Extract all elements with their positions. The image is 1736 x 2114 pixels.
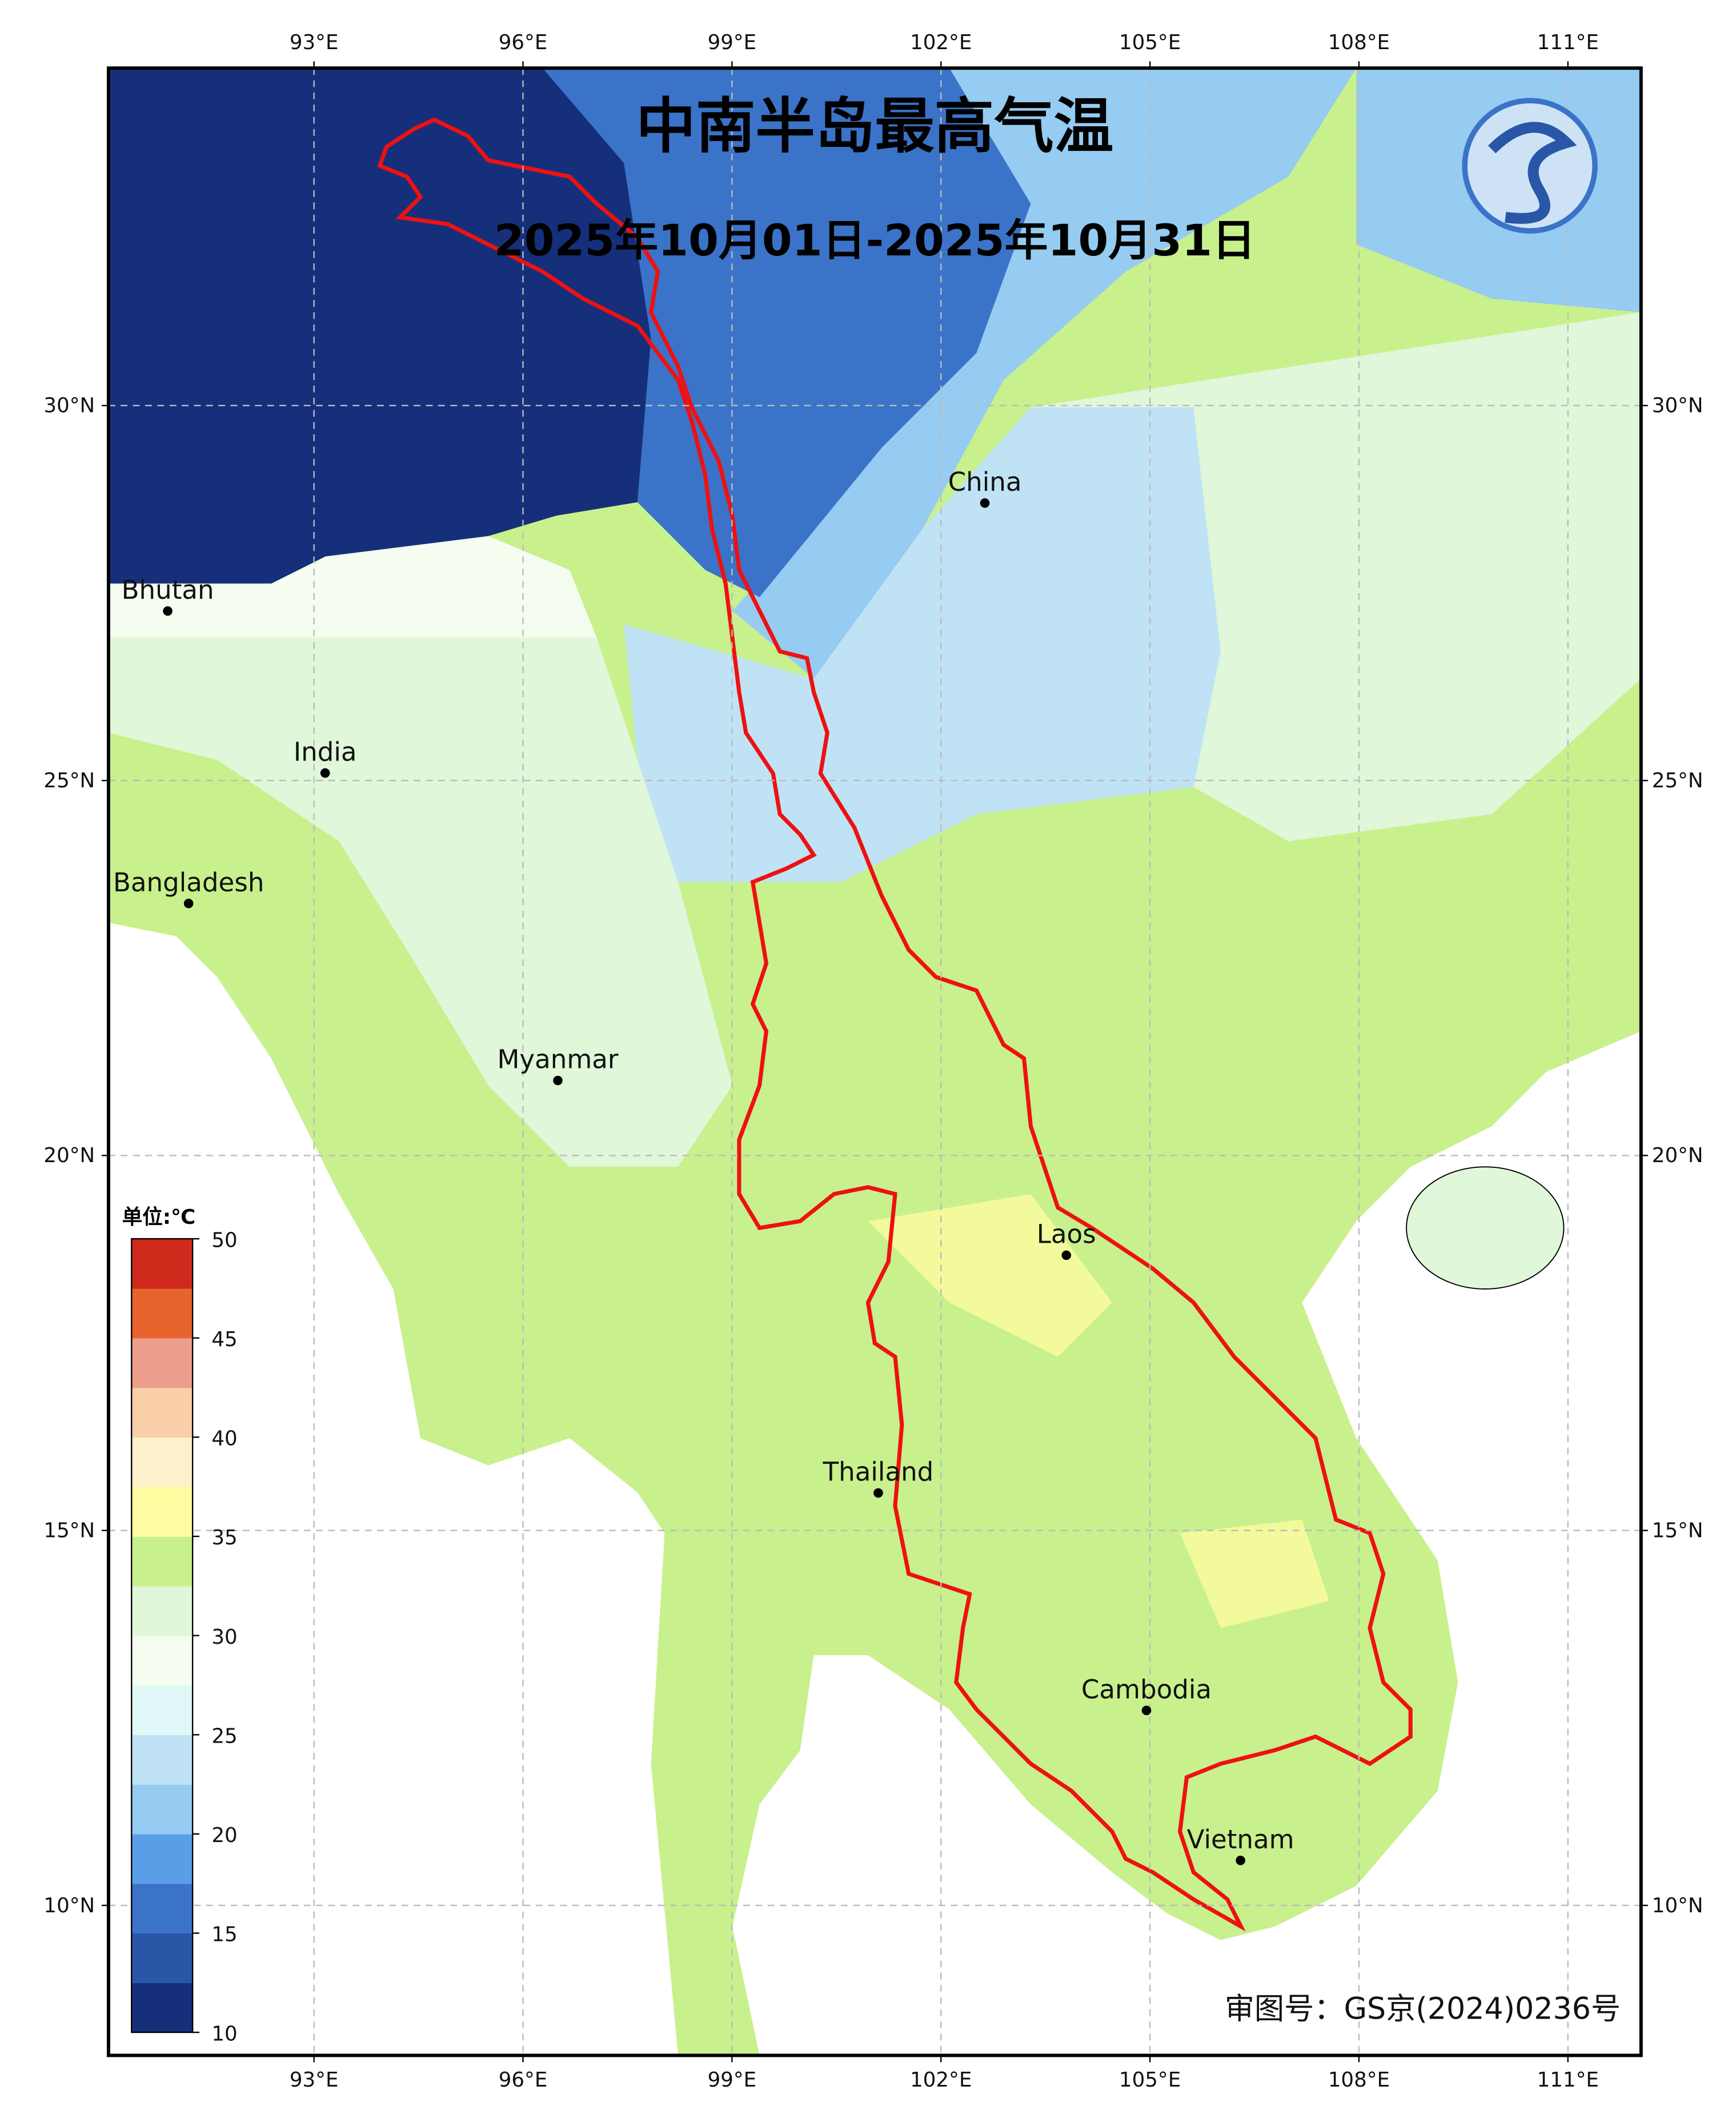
lat-tick-label: 15°N [43,1519,95,1543]
colorbar-segment [131,1536,193,1587]
colorbar-segment [131,1437,193,1487]
lat-tick-label: 15°N [1652,1519,1703,1543]
place-dot [873,1488,883,1498]
temp-zone [1180,1519,1329,1628]
colorbar-segment [131,1586,193,1636]
place-dot [553,1075,563,1086]
temp-zone [108,68,651,584]
place-dot [320,768,330,778]
lon-tick-label: 108°E [1328,2068,1390,2092]
temp-zone [868,1194,1112,1357]
colorbar-tick-label: 20 [211,1824,237,1847]
lat-tick-label: 10°N [1652,1894,1703,1917]
temp-zone [624,407,1221,882]
colorbar: 单位:℃ 10 15 20 25 30 35 40 45 50 [122,1206,238,2045]
grid [108,68,1641,2056]
temp-zone [108,638,733,1167]
colorbar-segment [131,1338,193,1388]
colorbar-segment [131,1833,193,1884]
colorbar-segment [131,1288,193,1339]
colorbar-tick-label: 25 [211,1724,237,1748]
lon-tick-label: 96°E [499,31,548,54]
colorbar-segment [131,1685,193,1735]
logo [1462,98,1598,234]
temp-zone [108,536,597,638]
temp-zone [732,68,1357,679]
colorbar-segment [131,1487,193,1537]
colorbar-segment [131,1983,193,2033]
colorbar-segment [131,1784,193,1835]
lon-tick-label: 93°E [290,31,339,54]
colorbar-tick-label: 30 [211,1625,237,1649]
temp-zone [542,68,1031,598]
lon-tick-label: 96°E [499,2068,548,2092]
place-label: Vietnam [1187,1824,1294,1855]
lat-tick-label: 20°N [1652,1144,1703,1167]
place-label: Thailand [823,1457,934,1487]
lon-tick-label: 102°E [910,2068,972,2092]
map-subtitle: 2025年10月01日-2025年10月31日 [494,215,1256,266]
lon-tick-label: 108°E [1328,31,1390,54]
colorbar-segment [131,1635,193,1686]
place-dot [980,498,990,508]
place-dot [183,899,194,908]
lon-tick-label: 105°E [1119,2068,1181,2092]
map-title: 中南半岛最高气温 [636,91,1114,161]
colorbar-segment [131,1387,193,1438]
map-area: China Bhutan India Bangladesh Myanmar Laos Tha… [108,68,1641,2056]
lat-tick-label: 25°N [43,769,95,792]
colorbar-tick-label: 50 [211,1228,237,1252]
lat-tick-label: 10°N [43,1894,95,1917]
lon-tick-label: 111°E [1537,31,1599,54]
map-frame [106,66,1643,2057]
lon-tick-label: 111°E [1537,2068,1599,2092]
place-dot [1061,1250,1072,1260]
lat-tick-label: 25°N [1652,769,1703,792]
colorbar-tick-label: 10 [211,2022,237,2045]
lon-tick-label: 93°E [290,2068,339,2092]
place-label: Cambodia [1081,1674,1212,1704]
lat-tick-label: 30°N [1652,394,1703,418]
colorbar-unit: 单位:℃ [122,1206,196,1229]
colorbar-segment [131,1735,193,1785]
place-label: Bangladesh [113,867,264,898]
place-label: Laos [1037,1219,1096,1250]
colorbar-segment [131,1883,193,1934]
axis-ticks: 93°E 93°E 96°E 96°E 99°E 99°E 102°E 102°E 105°E 1… [43,31,1703,2092]
colorbar-tick-label: 40 [211,1427,237,1451]
place-dot [1236,1855,1245,1865]
place-label: Bhutan [122,575,214,605]
colorbar-tick-label: 35 [211,1526,237,1550]
lon-tick-label: 99°E [708,31,757,54]
place-label: India [294,737,357,767]
hainan [1406,1166,1565,1290]
place-dot [1141,1705,1152,1715]
place-label: Myanmar [498,1044,619,1075]
approval-number: 审图号：GS京(2024)0236号 [1225,1992,1621,2026]
colorbar-segment [131,1239,193,1289]
place-dot [163,606,173,616]
lon-tick-label: 102°E [910,31,972,54]
lon-tick-label: 105°E [1119,31,1181,54]
colorbar-tick-label: 15 [211,1923,237,1947]
place-label: China [948,467,1022,497]
basin-boundary [377,117,1413,1932]
colorbar-tick-label: 45 [211,1328,237,1351]
lat-tick-label: 20°N [43,1144,95,1167]
places: China Bhutan India Bangladesh Myanmar Laos Tha… [113,467,1294,1865]
colorbar-segment [131,1933,193,1983]
lon-tick-label: 99°E [708,2068,757,2092]
lat-tick-label: 30°N [43,394,95,418]
